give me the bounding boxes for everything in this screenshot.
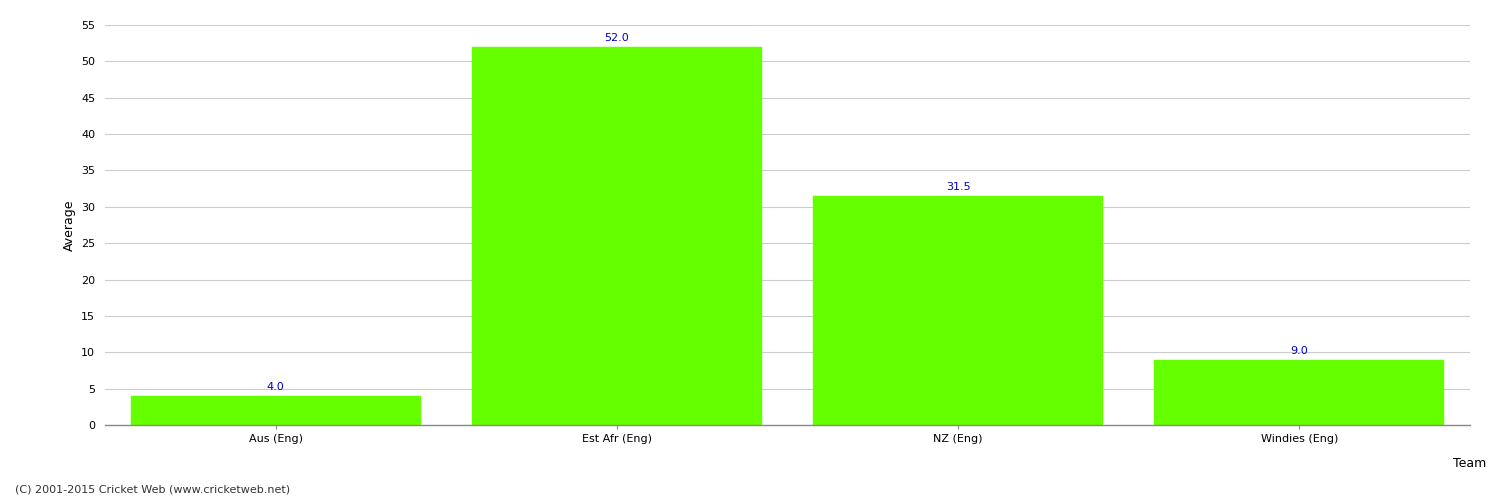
- Bar: [130, 396, 420, 425]
- X-axis label: Team: Team: [1454, 457, 1486, 470]
- Y-axis label: Average: Average: [63, 199, 75, 251]
- Bar: [1155, 360, 1444, 425]
- Text: 52.0: 52.0: [604, 33, 630, 43]
- Text: 9.0: 9.0: [1290, 346, 1308, 356]
- Text: 31.5: 31.5: [946, 182, 970, 192]
- Bar: [472, 47, 762, 425]
- Text: 4.0: 4.0: [267, 382, 285, 392]
- Bar: [813, 196, 1102, 425]
- Text: (C) 2001-2015 Cricket Web (www.cricketweb.net): (C) 2001-2015 Cricket Web (www.cricketwe…: [15, 485, 290, 495]
